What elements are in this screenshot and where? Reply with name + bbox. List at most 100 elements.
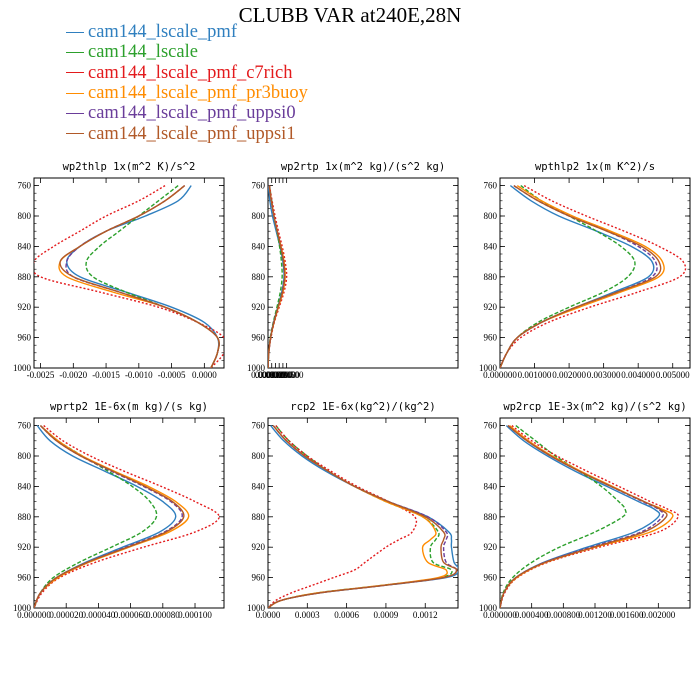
subplot-title: wpthlp2 1x(m K^2)/s <box>535 161 655 173</box>
y-tick-label: 920 <box>252 302 266 312</box>
y-tick-label: 960 <box>18 573 32 583</box>
y-tick-label: 840 <box>484 241 498 251</box>
subplot-title: wp2rtp 1x(m^2 kg)/(s^2 kg) <box>281 161 445 173</box>
y-tick-label: 880 <box>484 512 498 522</box>
x-tick-label: 0.000400 <box>266 370 300 380</box>
y-tick-label: 800 <box>252 451 266 461</box>
x-tick-label: 0.004000 <box>621 370 655 380</box>
series-line <box>500 425 661 608</box>
series-line <box>268 425 458 608</box>
y-tick-label: 760 <box>18 421 32 431</box>
subplot: wp2rcp 1E-3x(m^2 kg)/(s^2 kg) 760 800 840 88… <box>479 401 691 620</box>
series-line <box>58 185 220 368</box>
y-tick-label: 960 <box>252 573 266 583</box>
x-tick-label: 0.000000 <box>17 610 51 620</box>
x-tick-label: 0.000400 <box>515 610 549 620</box>
legend-entry: cam144_lscale_pmf_uppsi1 <box>66 123 308 144</box>
x-tick-label: -0.0025 <box>27 370 55 380</box>
subplot-title: wp2rcp 1E-3x(m^2 kg)/(s^2 kg) <box>503 401 686 413</box>
series-line <box>34 425 185 608</box>
series-line <box>500 185 662 368</box>
legend-swatch <box>66 51 84 53</box>
y-tick-label: 920 <box>484 542 498 552</box>
x-tick-label: 0.0006 <box>334 610 359 620</box>
series-line <box>500 425 627 608</box>
y-tick-label: 840 <box>252 241 266 251</box>
y-tick-label: 880 <box>18 272 32 282</box>
x-tick-label: 0.0003 <box>295 610 320 620</box>
y-tick-label: 1000 <box>13 363 32 373</box>
plot-frame <box>267 417 459 609</box>
y-tick-label: 1000 <box>13 603 32 613</box>
legend-swatch <box>66 133 84 135</box>
series-line <box>268 185 288 368</box>
series-line <box>500 425 665 608</box>
x-tick-label: 0.0009 <box>374 610 399 620</box>
subplot: wprtp2 1E-6x(m kg)/(s kg) 760 800 840 880 920… <box>13 401 225 620</box>
x-tick-label: 0.002000 <box>641 610 675 620</box>
x-tick-label: -0.0020 <box>59 370 87 380</box>
legend-label: cam144_lscale <box>88 42 198 63</box>
legend-entry: cam144_lscale_pmf_uppsi0 <box>66 103 308 123</box>
series-line <box>500 425 668 608</box>
legend-entry: cam144_lscale_pmf_pr3buoy <box>66 83 308 103</box>
legend-swatch <box>66 92 84 94</box>
series-line <box>59 185 220 368</box>
y-tick-label: 840 <box>18 481 32 491</box>
x-tick-label: -0.0010 <box>125 370 153 380</box>
x-tick-label: 0.000200 <box>259 370 293 380</box>
y-tick-label: 800 <box>18 211 32 221</box>
series-line <box>268 425 458 608</box>
subplot-title: wprtp2 1E-6x(m kg)/(s kg) <box>50 401 208 413</box>
y-tick-label: 760 <box>252 421 266 431</box>
y-tick-label: 920 <box>484 302 498 312</box>
y-tick-label: 840 <box>484 481 498 491</box>
series-line <box>34 425 190 608</box>
series-line <box>500 185 636 368</box>
series-line <box>500 185 665 368</box>
x-tick-label: 0.000000 <box>483 370 517 380</box>
plot-frame <box>499 177 691 369</box>
y-tick-label: 800 <box>252 211 266 221</box>
x-tick-label: 0.000020 <box>49 610 83 620</box>
y-tick-label: 800 <box>484 211 498 221</box>
legend-entry: cam144_lscale_pmf_c7rich <box>66 63 308 83</box>
y-tick-label: 760 <box>18 181 32 191</box>
series-line <box>268 425 418 608</box>
y-tick-label: 880 <box>252 272 266 282</box>
plot-frame <box>33 417 225 609</box>
legend: cam144_lscale_pmf cam144_lscale cam144_l… <box>66 22 308 144</box>
y-tick-label: 1000 <box>479 603 498 613</box>
subplot: wp2rtp 1x(m^2 kg)/(s^2 kg) 760 800 840 880 92… <box>247 161 459 380</box>
y-tick-label: 960 <box>252 333 266 343</box>
series-line <box>500 425 674 608</box>
y-tick-label: 880 <box>18 512 32 522</box>
y-tick-label: 1000 <box>247 363 266 373</box>
x-tick-label: 0.000100 <box>178 610 212 620</box>
subplot-title: rcp2 1E-6x(kg^2)/(kg^2) <box>290 401 435 413</box>
series-line <box>34 425 220 608</box>
x-tick-label: 0.005000 <box>656 370 690 380</box>
plot-frame <box>267 177 459 369</box>
legend-swatch <box>66 112 84 114</box>
subplot: wpthlp2 1x(m K^2)/s 760 800 840 880 920 960 100… <box>479 161 691 380</box>
y-tick-label: 1000 <box>479 363 498 373</box>
y-tick-label: 760 <box>484 421 498 431</box>
series-line <box>34 425 183 608</box>
subplot: rcp2 1E-6x(kg^2)/(kg^2) 760 800 840 880 920 96… <box>247 401 459 620</box>
y-tick-label: 880 <box>484 272 498 282</box>
y-tick-label: 920 <box>18 302 32 312</box>
x-tick-label: 0.0012 <box>413 610 438 620</box>
x-tick-label: 0.001000 <box>518 370 552 380</box>
legend-entry: cam144_lscale <box>66 42 308 62</box>
x-tick-label: 0.000000 <box>483 610 517 620</box>
x-tick-label: -0.0015 <box>92 370 120 380</box>
x-tick-label: -0.0005 <box>158 370 186 380</box>
x-tick-label: 0.000100 <box>255 370 289 380</box>
y-tick-label: 760 <box>484 181 498 191</box>
x-tick-label: 0.002000 <box>552 370 586 380</box>
figure-title: CLUBB VAR at240E,28N <box>238 3 462 27</box>
x-tick-label: 0.000300 <box>262 370 296 380</box>
legend-label: cam144_lscale_pmf_pr3buoy <box>88 83 308 104</box>
